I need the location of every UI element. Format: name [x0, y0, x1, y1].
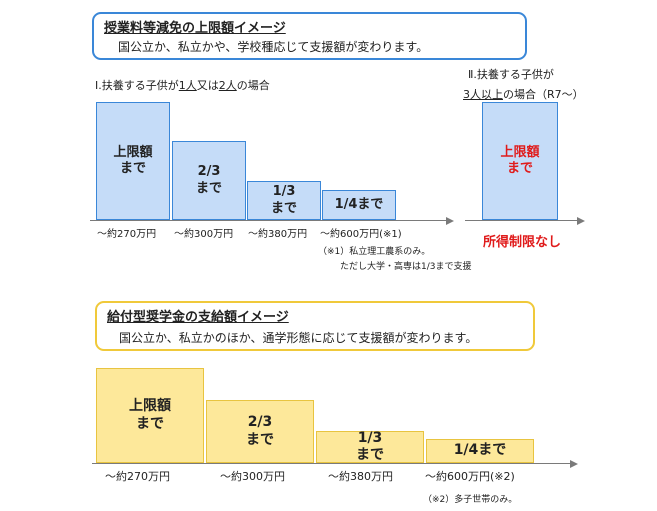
scholarship-note: （※2）多子世帯のみ。 — [423, 495, 518, 505]
tuition-tick-600: ～約600万円(※1) — [320, 229, 402, 240]
no-income-limit: 所得制限なし — [483, 235, 562, 250]
scholarship-tick-600: ～約600万円(※2) — [425, 470, 515, 483]
tuition-note-line2: ただし大学・高専は1/3まで支援 — [340, 262, 472, 272]
case1-prefix: Ⅰ.扶養する子供が — [95, 79, 179, 92]
case1-two: 2人 — [218, 79, 237, 92]
tuition-axis — [90, 220, 446, 221]
tuition-tick-380: ～約380万円 — [248, 229, 308, 240]
tuition-bar-two-thirds: 2/3 まで — [172, 141, 246, 220]
tuition-tick-300: ～約300万円 — [174, 229, 234, 240]
case2-label-line2: 3人以上の場合（R7～） — [463, 86, 584, 102]
tuition-case2-axis — [465, 220, 577, 221]
scholarship-tick-380: ～約380万円 — [328, 470, 393, 483]
scholarship-title-box: 給付型奨学金の支給額イメージ 国公立か、私立かのほか、通学形態に応じて支援額が変… — [95, 301, 535, 351]
tuition-bar-one-quarter: 1/4まで — [322, 190, 396, 220]
tuition-title: 授業料等減免の上限額イメージ — [104, 21, 286, 36]
case1-mid: 又は — [196, 79, 219, 92]
scholarship-bar-max: 上限額 まで — [96, 368, 204, 463]
tuition-note-line1: （※1）私立理工農系のみ。 — [318, 247, 431, 257]
case2-three: 3人以上 — [463, 88, 503, 101]
scholarship-bar-one-quarter: 1/4まで — [426, 439, 534, 463]
scholarship-axis — [92, 463, 570, 464]
case2-suffix: の場合（R7～） — [503, 88, 584, 101]
scholarship-bar-two-thirds: 2/3 まで — [206, 400, 314, 463]
tuition-case2-axis-arrow — [577, 217, 585, 225]
case1-one: 1人 — [178, 79, 197, 92]
tuition-tick-270: ～約270万円 — [97, 229, 157, 240]
tuition-bar-max: 上限額 まで — [96, 102, 170, 220]
tuition-title-box: 授業料等減免の上限額イメージ 国公立か、私立かや、学校種応じて支援額が変わります… — [92, 12, 527, 60]
scholarship-subtitle: 国公立か、私立かのほか、通学形態に応じて支援額が変わります。 — [119, 331, 478, 345]
tuition-axis-arrow — [446, 217, 454, 225]
tuition-bar-one-third: 1/3 まで — [247, 181, 321, 220]
case1-label: Ⅰ.扶養する子供が1人又は2人の場合 — [95, 77, 270, 93]
scholarship-bar-one-third: 1/3 まで — [316, 430, 424, 463]
scholarship-tick-300: ～約300万円 — [220, 470, 285, 483]
scholarship-title: 給付型奨学金の支給額イメージ — [107, 310, 289, 325]
case1-suffix: の場合 — [236, 79, 270, 92]
tuition-subtitle: 国公立か、私立かや、学校種応じて支援額が変わります。 — [118, 40, 429, 54]
tuition-case2-bar: 上限額 まで — [482, 102, 558, 220]
scholarship-axis-arrow — [570, 460, 578, 468]
scholarship-tick-270: ～約270万円 — [105, 470, 170, 483]
case2-label-line1: Ⅱ.扶養する子供が — [468, 68, 554, 81]
